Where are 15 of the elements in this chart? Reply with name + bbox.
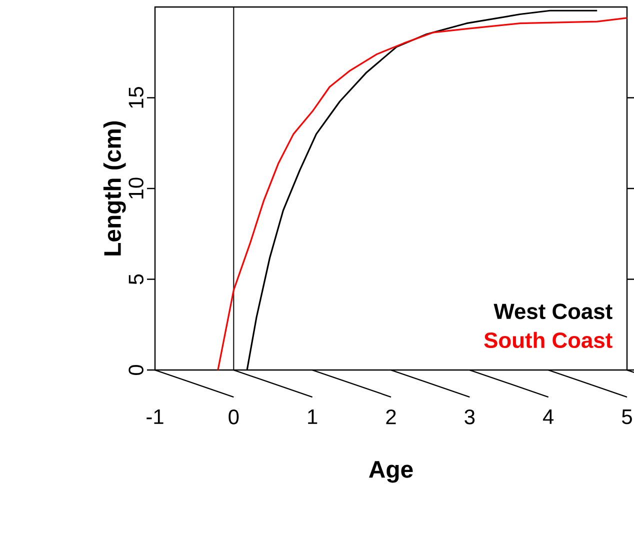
y-tick-label: 15 <box>128 87 144 108</box>
legend-label: West Coast <box>494 304 612 320</box>
x-tick-label: 0 <box>228 410 239 424</box>
y-axis-title: Length (cm) <box>103 121 126 256</box>
x-tick-label: 2 <box>386 410 396 424</box>
x-tick-label: -1 <box>146 410 164 424</box>
x-tick-label: 4 <box>543 410 554 424</box>
y-tick-label: 0 <box>128 365 144 376</box>
y-tick-label: 5 <box>128 274 144 284</box>
x-axis-title: Age <box>369 461 413 483</box>
x-tick-label: 1 <box>308 410 318 424</box>
text: South Coast <box>484 332 612 348</box>
y-tick-label: 10 <box>128 178 144 199</box>
x-tick-label: 3 <box>464 410 475 424</box>
x-tick-label: 5 <box>622 410 632 424</box>
